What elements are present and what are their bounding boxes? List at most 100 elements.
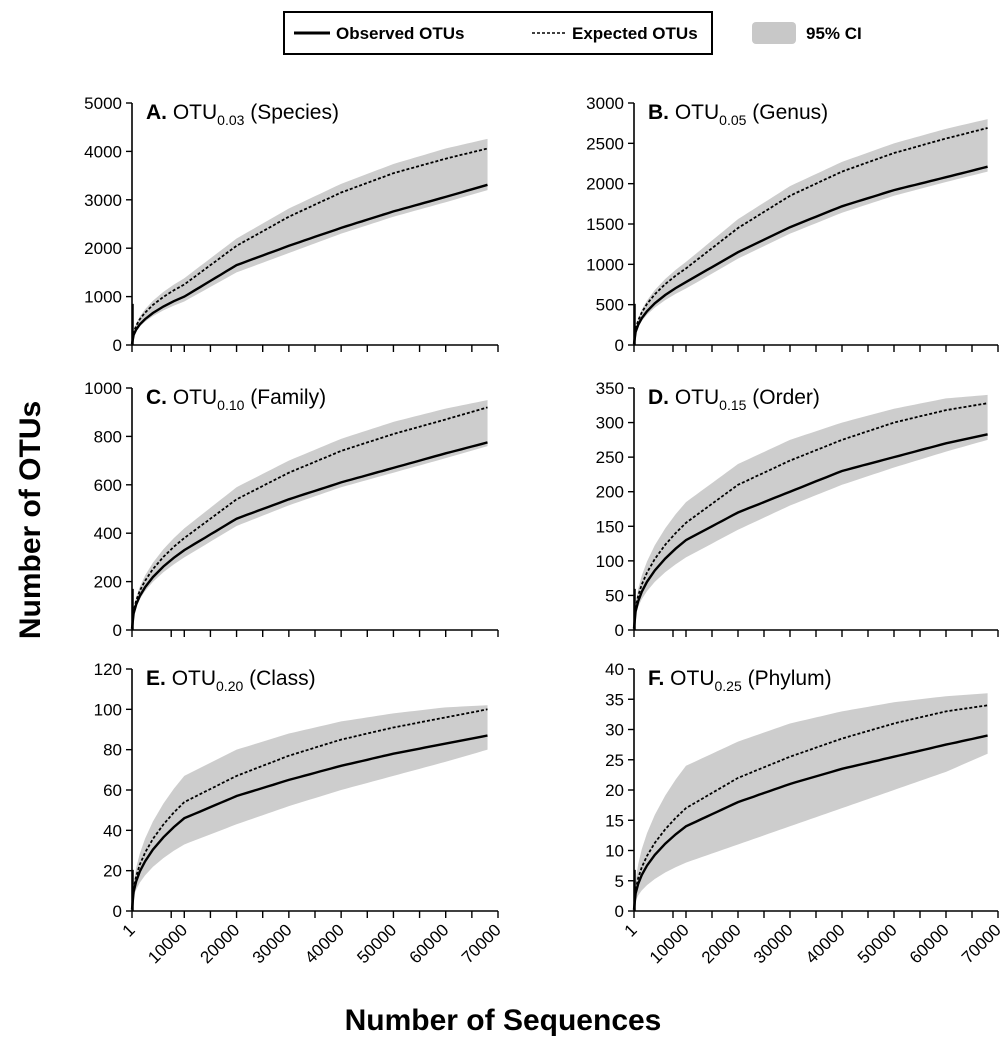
panel-rank: (Order): [746, 386, 820, 409]
panel-letter: D.: [648, 386, 675, 409]
observed-otus-line: [632, 165, 988, 345]
legend-observed-label: Observed OTUs: [336, 24, 465, 43]
panel-c: 0 200 400 600 800 1000 C. OTU0.10 (Family): [84, 379, 499, 640]
y-tick-label: 600: [94, 476, 122, 495]
panel-cutoff: 0.15: [719, 397, 746, 413]
observed-otus-line: [130, 441, 488, 629]
y-tick-label: 150: [596, 517, 624, 536]
ci-band: [132, 400, 488, 629]
x-tick-label: 60000: [906, 920, 953, 967]
y-tick-label: 35: [605, 690, 624, 709]
x-tick-label: 30000: [750, 920, 797, 967]
panel-d: 0 50 100 150 200 250 300 350 D. OTU0.15 (Order): [596, 379, 999, 640]
y-tick-label: 4000: [84, 142, 122, 161]
y-tick-label: 2500: [586, 134, 624, 153]
y-tick-label: 50: [605, 586, 624, 605]
observed-otus-line: [130, 183, 488, 345]
y-tick-label: 300: [596, 414, 624, 433]
panel-rank: (Class): [243, 667, 315, 690]
legend-ci-label: 95% CI: [806, 24, 862, 43]
expected-otus-line: [131, 406, 488, 629]
legend-expected-label: Expected OTUs: [572, 24, 698, 43]
y-tick-label: 1500: [586, 215, 624, 234]
y-tick-label: 0: [113, 336, 122, 355]
y-tick-label: 3000: [586, 94, 624, 113]
panel-title: F. OTU0.25 (Phylum): [648, 667, 832, 694]
panel-letter: E.: [146, 667, 172, 690]
y-tick-label: 15: [605, 811, 624, 830]
panel-otu: OTU: [675, 101, 719, 124]
y-tick-label: 1000: [586, 255, 624, 274]
panel-rank: (Species): [244, 101, 339, 124]
panel-b: 0 500 1000 1500 2000 2500 3000 B. OTU0.05 (Genu…: [586, 94, 999, 355]
legend: Observed OTUs Expected OTUs 95% CI: [283, 11, 862, 55]
x-axis-title: Number of Sequences: [345, 1004, 662, 1037]
y-tick-label: 0: [615, 336, 624, 355]
x-tick-label: 40000: [301, 920, 348, 967]
y-tick-label: 60: [103, 781, 122, 800]
x-tick-label: 20000: [197, 920, 244, 967]
x-tick-label: 10000: [144, 920, 191, 967]
y-tick-label: 0: [113, 902, 122, 921]
panel-e: 0 20 40 60 80 100 120 1 10000 20000 30000 40000 5000…: [94, 660, 505, 967]
panel-title: B. OTU0.05 (Genus): [648, 101, 828, 128]
ci-band: [132, 138, 488, 345]
y-tick-label: 100: [94, 700, 122, 719]
y-tick-label: 250: [596, 448, 624, 467]
y-tick-label: 0: [615, 902, 624, 921]
y-tick-label: 1000: [84, 288, 122, 307]
legend-ci-swatch: [752, 22, 796, 44]
y-tick-label: 400: [94, 524, 122, 543]
y-tick-label: 10: [605, 842, 624, 861]
x-tick-label: 40000: [802, 920, 849, 967]
panel-title: A. OTU0.03 (Species): [146, 101, 339, 128]
observed-otus-line: [130, 734, 488, 910]
x-tick-label: 1: [119, 920, 139, 940]
expected-otus-line: [633, 127, 988, 344]
panel-title: C. OTU0.10 (Family): [146, 386, 326, 413]
y-tick-label: 40: [605, 660, 624, 679]
y-tick-label: 5000: [84, 94, 122, 113]
x-tick-label: 70000: [958, 920, 1005, 967]
y-tick-label: 0: [615, 621, 624, 640]
panel-f: 0 5 10 15 20 25 30 35 40 1 10000 20000 30000 40000 500…: [605, 660, 1005, 967]
expected-otus-line: [633, 402, 988, 629]
panel-letter: A.: [146, 101, 173, 124]
x-tick-label: 70000: [458, 920, 505, 967]
legend-box: [283, 11, 713, 55]
panel-otu: OTU: [670, 667, 714, 690]
y-tick-label: 2000: [84, 239, 122, 258]
ci-band: [634, 394, 988, 629]
panel-letter: C.: [146, 386, 173, 409]
y-tick-label: 20: [605, 781, 624, 800]
panel-title: D. OTU0.15 (Order): [648, 386, 820, 413]
panel-rank: (Phylum): [742, 667, 832, 690]
y-tick-label: 5: [615, 872, 624, 891]
y-tick-label: 350: [596, 379, 624, 398]
y-tick-label: 200: [94, 573, 122, 592]
panel-otu: OTU: [173, 386, 217, 409]
panel-letter: F.: [648, 667, 670, 690]
y-tick-label: 200: [596, 483, 624, 502]
y-tick-label: 30: [605, 721, 624, 740]
panel-a: 0 1000 2000 3000 4000 5000 A. OTU0.03 (Species…: [84, 94, 499, 355]
y-tick-label: 1000: [84, 379, 122, 398]
panel-otu: OTU: [172, 667, 216, 690]
expected-otus-line: [131, 708, 488, 910]
panel-title: E. OTU0.20 (Class): [146, 667, 316, 694]
x-tick-label: 60000: [406, 920, 453, 967]
y-tick-label: 100: [596, 552, 624, 571]
panel-cutoff: 0.10: [217, 397, 244, 413]
panel-otu: OTU: [675, 386, 719, 409]
ci-band: [634, 693, 988, 911]
observed-otus-line: [632, 433, 988, 629]
y-tick-label: 2000: [586, 175, 624, 194]
x-tick-label: 10000: [646, 920, 693, 967]
observed-otus-line: [632, 734, 988, 910]
x-tick-label: 50000: [353, 920, 400, 967]
panel-cutoff: 0.03: [217, 112, 244, 128]
y-axis-title: Number of OTUs: [14, 401, 47, 639]
panel-otu: OTU: [173, 101, 217, 124]
y-tick-label: 80: [103, 741, 122, 760]
